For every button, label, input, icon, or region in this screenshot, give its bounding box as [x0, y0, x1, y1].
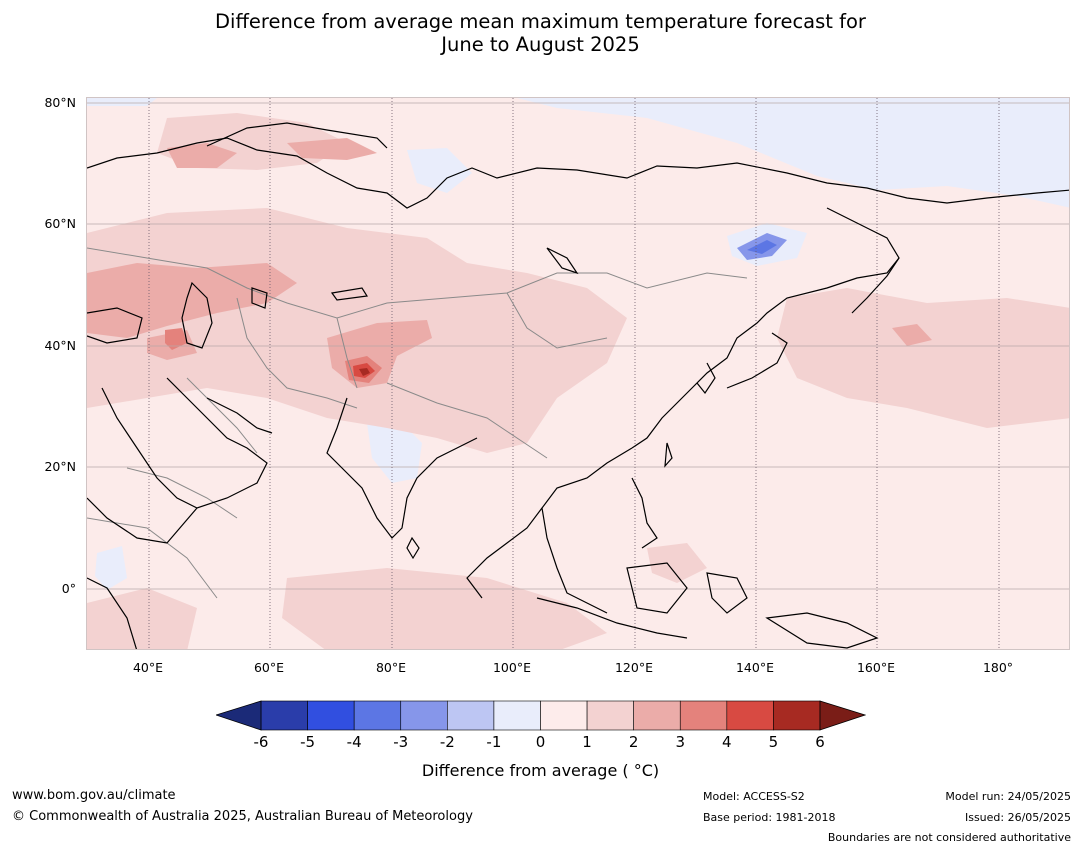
colorbar-cell	[493, 700, 541, 731]
colorbar	[216, 700, 866, 731]
colorbar-tick-label: -1	[486, 733, 502, 751]
website-link[interactable]: www.bom.gov.au/climate	[12, 788, 176, 803]
forecast-map[interactable]	[86, 97, 1070, 650]
anomaly-warm-africa	[87, 588, 197, 649]
colorbar-tick-label: 4	[722, 733, 732, 751]
colorbar-cells	[260, 700, 821, 731]
model-run-text: Model run: 24/05/2025	[945, 790, 1071, 803]
lon-label-160e: 160°E	[856, 660, 895, 675]
lon-label-40e: 40°E	[132, 660, 164, 675]
colorbar-title: Difference from average ( °C)	[421, 761, 660, 780]
anomaly-warm-philippines	[647, 543, 707, 583]
lat-label-60n: 60°N	[44, 216, 76, 231]
colorbar-tick-label: -6	[253, 733, 269, 751]
colorbar-cell	[679, 700, 728, 731]
lat-label-40n: 40°N	[44, 338, 76, 353]
lon-label-140e: 140°E	[735, 660, 774, 675]
title-line-2: June to August 2025	[441, 33, 640, 56]
anomaly-cool-arctic-west	[87, 98, 157, 106]
lat-label-0: 0°	[61, 581, 76, 596]
lon-label-60e: 60°E	[253, 660, 285, 675]
anomaly-cool-okhotsk-inner	[747, 240, 777, 254]
colorbar-cell	[447, 700, 495, 731]
title-line-1: Difference from average mean maximum tem…	[215, 10, 866, 33]
lon-label-180: 180°	[982, 660, 1014, 675]
country-boundaries	[87, 247, 748, 599]
anomaly-warm-pacific-core	[892, 324, 932, 346]
colorbar-cell	[773, 700, 821, 731]
colorbar-tick-label: -2	[439, 733, 455, 751]
colorbar-cell	[400, 700, 448, 731]
colorbar-cell	[586, 700, 634, 731]
anomaly-warm-kara-sea	[167, 143, 237, 168]
issued-text: Issued: 26/05/2025	[964, 811, 1071, 824]
colorbar-cell	[260, 700, 308, 731]
anomaly-hot-caucasus	[165, 328, 187, 350]
colorbar-under-arrow	[216, 700, 262, 731]
copyright-text: © Commonwealth of Australia 2025, Austra…	[12, 809, 473, 824]
map-canvas	[87, 98, 1069, 649]
lat-label-80n: 80°N	[44, 95, 76, 110]
lon-label-80e: 80°E	[375, 660, 407, 675]
colorbar-tick-label: 3	[675, 733, 686, 751]
lon-label-120e: 120°E	[614, 660, 653, 675]
colorbar-tick-label: -5	[300, 733, 316, 751]
colorbar-cell	[633, 700, 681, 731]
anomaly-warm-barents	[287, 138, 377, 160]
base-period-text: Base period: 1981-2018	[703, 811, 836, 824]
colorbar-cell	[726, 700, 774, 731]
colorbar-cell	[540, 700, 588, 731]
longitude-lines	[148, 98, 1000, 649]
colorbar-tick-label: 2	[628, 733, 639, 751]
colorbar-tick-label: 1	[582, 733, 592, 751]
colorbar-tick-label: -3	[393, 733, 409, 751]
lon-label-100e: 100°E	[492, 660, 531, 675]
model-text: Model: ACCESS-S2	[703, 790, 805, 803]
anomaly-warm-indian-ocean	[282, 568, 607, 649]
colorbar-tick-label: -4	[346, 733, 362, 751]
anomaly-cool-siberia	[407, 148, 472, 193]
colorbar-cell	[307, 700, 355, 731]
coastlines	[87, 122, 1069, 649]
anomaly-cool-africa	[95, 546, 127, 590]
anomaly-hot-karakoram-peak	[359, 368, 370, 376]
colorbar-tick-label: 5	[768, 733, 779, 751]
colorbar-tick-label: 6	[815, 733, 825, 751]
latitude-lines	[87, 102, 1069, 590]
map-title: Difference from average mean maximum tem…	[0, 10, 1081, 56]
anomaly-warm-pacific	[777, 288, 1069, 428]
colorbar-tick-label: 0	[535, 733, 546, 751]
colorbar-over-arrow	[819, 700, 866, 731]
disclaimer-text: Boundaries are not considered authoritat…	[827, 831, 1071, 844]
colorbar-cell	[353, 700, 402, 731]
anomaly-warm-caspian	[87, 263, 297, 338]
anomaly-cool-arctic	[517, 98, 1069, 208]
lat-label-20n: 20°N	[44, 459, 76, 474]
